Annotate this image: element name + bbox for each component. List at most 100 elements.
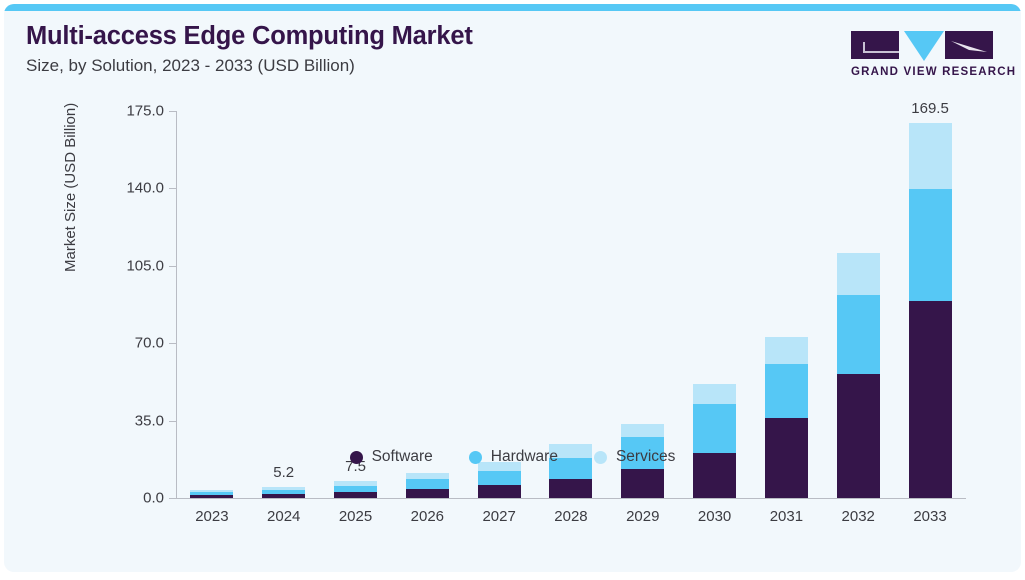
chart-card: Multi-access Edge Computing Market Size,… xyxy=(4,4,1021,572)
bar-segment-hardware[interactable] xyxy=(262,489,306,495)
y-axis-tick-label: 175.0 xyxy=(126,102,164,120)
bar-segment-services[interactable] xyxy=(262,486,306,490)
y-axis-tick-mark xyxy=(169,111,176,112)
bar-segment-services[interactable] xyxy=(334,481,378,486)
bar-value-label: 7.5 xyxy=(345,458,366,476)
bar-group[interactable]: 2028 xyxy=(535,111,607,525)
arrow-line-icon xyxy=(951,41,987,52)
legend-swatch-icon xyxy=(349,450,363,464)
x-axis-tick-label: 2030 xyxy=(697,508,732,525)
bar-segment-services[interactable] xyxy=(621,424,665,438)
bar-group[interactable]: 169.5 2033 xyxy=(894,100,966,525)
y-axis-line xyxy=(176,111,177,498)
y-axis-tick-label: 0.0 xyxy=(143,489,164,507)
legend-swatch-icon xyxy=(593,450,607,464)
bar-group[interactable]: 2030 xyxy=(679,111,751,525)
triangle-down-icon xyxy=(904,31,944,61)
y-axis-tick-mark xyxy=(169,343,176,345)
bar-group[interactable]: 2029 xyxy=(607,111,679,525)
page-subtitle: Size, by Solution, 2023 - 2033 (USD Bill… xyxy=(26,56,355,76)
bar-group[interactable]: 2023 xyxy=(176,111,248,525)
bar-segment-software[interactable] xyxy=(262,494,306,498)
bar-segment-software[interactable] xyxy=(190,495,234,498)
rectangle-bracket-icon xyxy=(851,31,899,59)
bar-segment-hardware[interactable] xyxy=(836,295,880,374)
y-axis-tick-mark xyxy=(169,420,176,422)
bar-stack[interactable] xyxy=(621,424,665,498)
x-axis-tick-label: 2029 xyxy=(626,508,660,525)
x-axis-tick-label: 2028 xyxy=(554,508,588,525)
x-axis-tick-label: 2033 xyxy=(913,508,947,525)
bar-segment-software[interactable] xyxy=(405,489,449,498)
bar-group[interactable]: 5.2 2024 xyxy=(248,111,320,525)
x-axis-tick-label: 2023 xyxy=(195,508,229,525)
x-axis-tick-label: 2031 xyxy=(769,508,804,525)
bar-segment-software[interactable] xyxy=(477,484,521,498)
bar-segment-services[interactable] xyxy=(693,384,737,404)
bar-segment-services[interactable] xyxy=(836,253,880,296)
bar-segment-hardware[interactable] xyxy=(549,457,593,479)
bar-stack[interactable]: 5.2 xyxy=(262,464,306,498)
top-accent-bar xyxy=(4,4,1021,11)
logo-text: GRAND VIEW RESEARCH xyxy=(851,66,1017,78)
bar-segment-services[interactable] xyxy=(549,444,593,458)
bar-segment-software[interactable] xyxy=(334,492,378,498)
y-axis-tick-label: 70.0 xyxy=(134,334,164,352)
x-axis-tick-label: 2026 xyxy=(410,508,445,525)
bar-segment-software[interactable] xyxy=(764,417,808,498)
bar-segment-hardware[interactable] xyxy=(190,492,234,496)
bar-stack[interactable] xyxy=(549,444,593,498)
bar-segment-hardware[interactable] xyxy=(764,363,808,418)
legend-item-software[interactable]: Software xyxy=(349,448,433,466)
bar-group[interactable]: 2027 xyxy=(463,111,535,525)
legend-item-hardware[interactable]: Hardware xyxy=(468,448,558,466)
x-axis-line xyxy=(176,498,966,499)
chart-header: Multi-access Edge Computing Market Size,… xyxy=(26,22,1003,88)
bar-group[interactable]: 2026 xyxy=(391,111,463,525)
bar-segment-services[interactable] xyxy=(477,461,521,471)
bar-segment-services[interactable] xyxy=(190,490,234,493)
bar-segment-services[interactable] xyxy=(764,337,808,364)
bar-segment-services[interactable] xyxy=(908,123,952,189)
bar-segment-hardware[interactable] xyxy=(405,479,449,490)
y-axis-tick-label: 105.0 xyxy=(126,257,164,275)
x-axis-tick-label: 2032 xyxy=(841,508,875,525)
rectangle-arrow-icon xyxy=(945,31,993,59)
bar-group[interactable]: 2031 xyxy=(751,111,823,525)
y-axis-tick-label: 140.0 xyxy=(126,179,164,197)
bar-stack[interactable] xyxy=(477,461,521,498)
logo-marks xyxy=(851,29,1003,62)
bar-segment-software[interactable] xyxy=(908,300,952,498)
bar-stack[interactable] xyxy=(190,490,234,498)
bar-segment-software[interactable] xyxy=(549,478,593,498)
page-title: Multi-access Edge Computing Market xyxy=(26,22,473,50)
bar-stack[interactable] xyxy=(693,384,737,498)
legend-item-services[interactable]: Services xyxy=(593,448,675,466)
bar-group[interactable]: 2032 xyxy=(822,111,894,525)
bar-value-label: 169.5 xyxy=(911,100,949,118)
bar-segment-hardware[interactable] xyxy=(908,188,952,301)
y-axis-tick-mark xyxy=(169,188,176,190)
x-axis-tick-label: 2027 xyxy=(482,508,516,525)
bar-segment-software[interactable] xyxy=(693,453,737,498)
y-axis-tick-label: 35.0 xyxy=(134,412,164,430)
bar-segment-hardware[interactable] xyxy=(334,485,378,493)
bar-stack[interactable] xyxy=(764,337,808,498)
bar-segment-hardware[interactable] xyxy=(477,470,521,485)
bar-segment-software[interactable] xyxy=(836,373,880,498)
chart-legend: Software Hardware Services xyxy=(4,448,1021,466)
bar-segment-software[interactable] xyxy=(621,469,665,498)
bar-stack[interactable]: 7.5 xyxy=(334,458,378,498)
bar-group[interactable]: 7.5 2025 xyxy=(320,111,392,525)
bar-segment-hardware[interactable] xyxy=(621,437,665,470)
bar-stack[interactable]: 169.5 xyxy=(908,100,952,498)
y-axis-label: Market Size (USD Billion) xyxy=(62,102,79,272)
bar-stack[interactable] xyxy=(405,473,449,498)
bar-series-group: 2023 5.2 2024 7.5 2025 2026 2027 2028 2029 2030 20… xyxy=(176,100,966,525)
plot-canvas: 0.0 35.0 70.0 105.0 140.0 175.0 2023 5.2 2024 7.… xyxy=(126,100,966,525)
y-axis-tick-mark xyxy=(169,265,176,267)
bar-stack[interactable] xyxy=(836,253,880,498)
bar-segment-services[interactable] xyxy=(405,473,449,480)
bar-segment-hardware[interactable] xyxy=(693,403,737,454)
bracket-line-icon xyxy=(863,42,899,53)
